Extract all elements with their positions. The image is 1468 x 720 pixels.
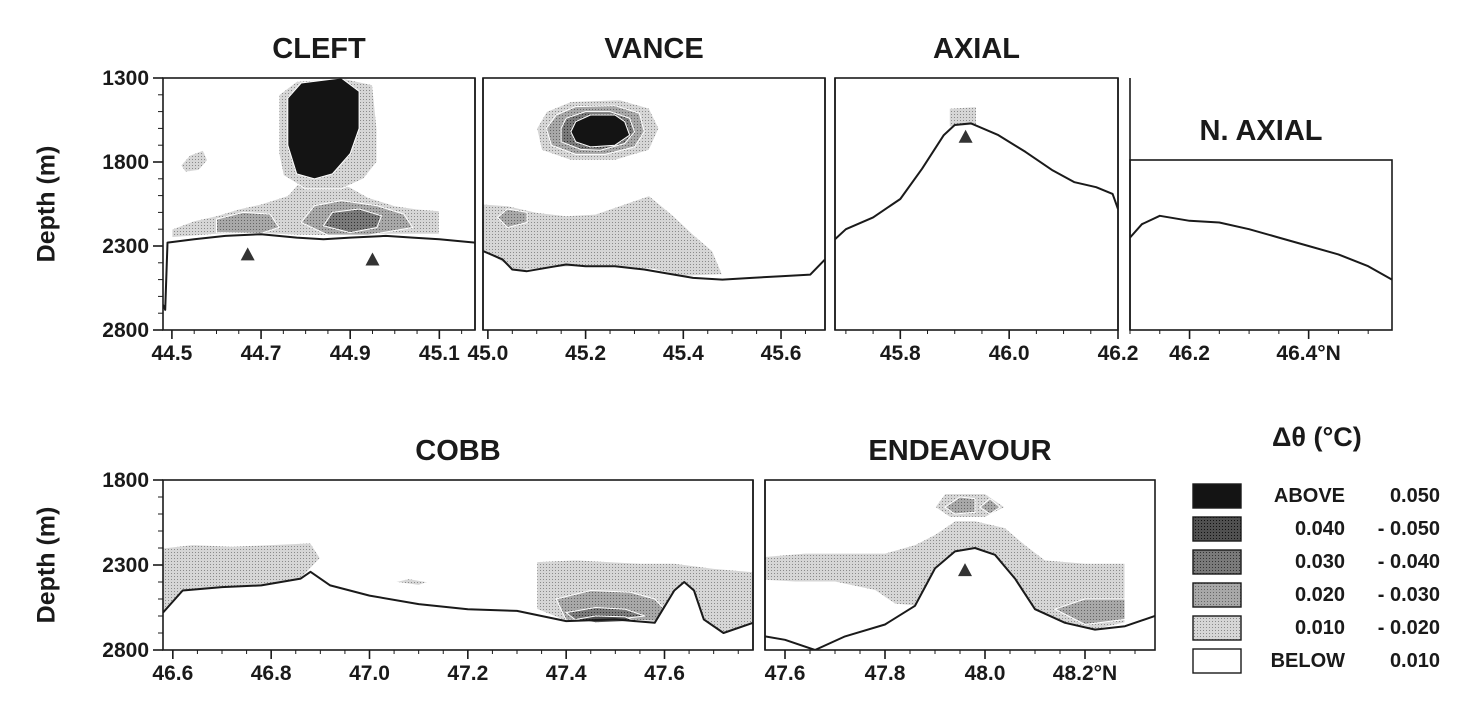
legend-swatch — [1192, 615, 1242, 641]
x-tick-label: 45.2 — [565, 342, 606, 365]
panel-n-axial: N. AXIAL 46.2 46.4°N — [1129, 115, 1393, 365]
anomaly-region — [948, 106, 977, 128]
legend-label-low: 0.030 — [1295, 551, 1345, 573]
anomaly-region — [570, 114, 631, 148]
row-1: Depth (m) 1800 2300 2800 COBB 46.6 46.8 47.0 47.… — [33, 435, 1156, 685]
panel-plot-area — [765, 493, 1155, 650]
legend-swatch — [1192, 549, 1242, 575]
anomaly-region — [979, 498, 1001, 515]
legend-swatch — [1192, 516, 1242, 542]
legend-label-low: BELOW — [1271, 650, 1346, 672]
anomaly-region — [944, 496, 976, 515]
legend-swatch — [1192, 483, 1242, 509]
y-tick-label: 1800 — [102, 469, 149, 492]
bathymetry-line — [483, 250, 825, 281]
x-tick-label: 47.2 — [447, 662, 488, 685]
vent-marker — [365, 252, 380, 266]
legend-label-high: - 0.020 — [1378, 617, 1440, 639]
panel-title: CLEFT — [272, 33, 366, 65]
panel-axial: AXIAL 45.8 46.0 46.2 — [834, 33, 1139, 365]
bathymetry-line — [835, 122, 1118, 241]
legend: Δθ (°C) ABOVE 0.050 0.040 - 0.050 0.030 - 0.04… — [1192, 422, 1440, 674]
x-tick-label: 44.9 — [330, 342, 371, 365]
panel-vance: VANCE 45.0 45.2 45.4 45.6 — [467, 33, 826, 365]
bathymetry-line — [765, 547, 1155, 650]
panel-cobb: COBB 46.6 46.8 47.0 47.2 47.4 47.6 — [152, 435, 754, 685]
x-tick-label: 47.0 — [349, 662, 390, 685]
legend-label-high: - 0.050 — [1378, 518, 1440, 540]
anomaly-region — [496, 208, 528, 229]
anomaly-region — [163, 542, 321, 614]
x-tick-label: 46.6 — [152, 662, 193, 685]
legend-swatch — [1192, 648, 1242, 674]
legend-label-high: 0.010 — [1390, 650, 1440, 672]
legend-swatch — [1192, 582, 1242, 608]
panel-title: COBB — [415, 435, 500, 467]
bathymetry-line — [1130, 214, 1392, 281]
x-tick-label: 46.8 — [251, 662, 292, 685]
x-tick-label: 47.4 — [546, 662, 587, 685]
x-tick-label: 45.4 — [663, 342, 704, 365]
vent-marker — [240, 247, 255, 261]
panel-title: ENDEAVOUR — [868, 435, 1051, 467]
y-tick-label: 1300 — [102, 67, 149, 90]
x-tick-label: 47.6 — [644, 662, 685, 685]
x-tick-label: 46.0 — [989, 342, 1030, 365]
panel-cleft: CLEFT 44.5 44.7 44.9 45.1 — [151, 33, 476, 365]
panel-plot-area — [835, 106, 1118, 241]
anomaly-region — [287, 78, 360, 180]
legend-label-low: 0.040 — [1295, 518, 1345, 540]
legend-label-low: 0.020 — [1295, 584, 1345, 606]
bathymetry-line — [163, 233, 475, 311]
bathymetry-line — [163, 570, 753, 634]
y-tick-label: 2800 — [102, 639, 149, 662]
panel-plot-area — [163, 78, 475, 311]
x-tick-label: 46.4°N — [1276, 342, 1340, 365]
x-tick-label: 45.8 — [880, 342, 921, 365]
panel-title: AXIAL — [933, 33, 1020, 65]
y-axis-label: Depth (m) — [33, 146, 61, 263]
panel-endeavour: ENDEAVOUR 47.6 47.8 48.0 48.2°N — [764, 435, 1156, 685]
vent-marker — [958, 129, 973, 143]
panel-plot-area — [1130, 214, 1392, 281]
legend-label-low: ABOVE — [1274, 485, 1345, 507]
y-tick-label: 1800 — [102, 151, 149, 174]
x-tick-label: 44.5 — [151, 342, 192, 365]
legend-label-high: - 0.040 — [1378, 551, 1440, 573]
y-tick-label: 2300 — [102, 235, 149, 258]
x-tick-label: 47.6 — [765, 662, 806, 685]
y-tick-label: 2800 — [102, 319, 149, 342]
panel-plot-area — [163, 542, 753, 634]
panel-plot-area — [483, 99, 825, 281]
y-tick-label: 2300 — [102, 554, 149, 577]
panel-frame — [1129, 159, 1393, 331]
x-tick-label: 47.8 — [865, 662, 906, 685]
legend-label-high: - 0.030 — [1378, 584, 1440, 606]
legend-title: Δθ (°C) — [1272, 422, 1362, 452]
anomaly-region — [180, 149, 209, 173]
legend-label-low: 0.010 — [1295, 617, 1345, 639]
anomaly-region — [765, 520, 1126, 631]
x-tick-label: 45.6 — [761, 342, 802, 365]
panel-title: N. AXIAL — [1200, 115, 1323, 147]
x-tick-label: 44.7 — [241, 342, 282, 365]
anomaly-region — [1053, 598, 1126, 626]
legend-label-high: 0.050 — [1390, 485, 1440, 507]
anomaly-region — [322, 208, 383, 234]
vent-marker — [958, 563, 972, 577]
x-tick-label: 48.0 — [965, 662, 1006, 685]
anomaly-region — [483, 195, 724, 277]
x-tick-label: 46.2 — [1169, 342, 1210, 365]
x-tick-label: 48.2°N — [1053, 662, 1117, 685]
y-axis-label: Depth (m) — [33, 507, 61, 624]
x-tick-label: 45.0 — [467, 342, 508, 365]
anomaly-region — [393, 578, 429, 586]
x-tick-label: 45.1 — [419, 342, 460, 365]
row-0: Depth (m) 1300 1800 2300 2800 CLEFT 44.5 44.7 44… — [33, 33, 1393, 365]
panel-title: VANCE — [604, 33, 703, 65]
x-tick-label: 46.2 — [1098, 342, 1139, 365]
